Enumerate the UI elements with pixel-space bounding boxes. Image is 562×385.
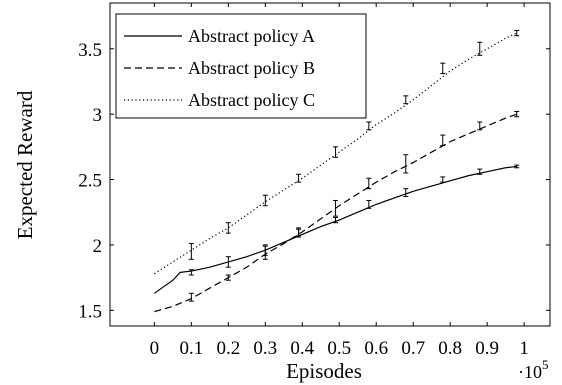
series-line-a <box>154 165 517 294</box>
error-bar-b <box>514 111 520 118</box>
x-tick-label: 0 <box>150 338 160 359</box>
x-tick-label: 0.8 <box>438 338 462 359</box>
error-bar-b <box>188 292 194 302</box>
y-tick-label: 1.5 <box>78 301 102 322</box>
error-bar-c <box>296 173 302 183</box>
error-bar-a <box>333 216 339 224</box>
error-bar-c <box>366 121 372 131</box>
error-bar-a <box>477 168 483 175</box>
series-layer <box>154 29 520 313</box>
error-bar-c <box>225 222 231 234</box>
legend-label-b: Abstract policy B <box>188 58 315 78</box>
error-bar-b <box>366 177 372 190</box>
error-bar-c <box>514 29 520 37</box>
error-bar-b <box>440 134 446 147</box>
x-axis-multiplier: ·105 <box>518 357 549 382</box>
legend: Abstract policy A Abstract policy B Abst… <box>115 13 367 119</box>
x-tick-label: 0.2 <box>216 338 240 359</box>
series-line-c <box>154 32 517 275</box>
error-bar-b <box>296 227 302 237</box>
error-bar-c <box>440 62 446 75</box>
series-line-b <box>154 113 517 313</box>
x-tick-label: 0.6 <box>364 338 388 359</box>
error-bar-a <box>225 256 231 268</box>
error-bar-b <box>477 121 483 131</box>
x-tick-label: 0.5 <box>327 338 351 359</box>
x-tick-label: 0.9 <box>475 338 499 359</box>
error-bar-c <box>188 243 194 260</box>
tick-layer: 0 0.1 0.2 0.3 0.4 0.5 0.6 0.7 0.8 0.9 1 1.5 2 2.5 3 3.5 <box>78 3 550 359</box>
x-tick-label: 0.1 <box>179 338 203 359</box>
y-tick-label: 3.5 <box>78 40 102 61</box>
error-bar-a <box>440 176 446 183</box>
legend-box <box>115 13 367 119</box>
error-bar-a <box>514 164 520 169</box>
x-axis-label: Episodes <box>286 359 362 383</box>
error-bar-b <box>262 245 268 260</box>
x-tick-label: 0.4 <box>290 338 314 359</box>
y-axis-label: Expected Reward <box>13 90 37 239</box>
x-tick-label: 0.7 <box>401 338 425 359</box>
legend-label-c: Abstract policy C <box>188 90 315 110</box>
x-tick-label: 0.3 <box>253 338 277 359</box>
y-tick-label: 3 <box>93 105 103 126</box>
error-bar-c <box>333 146 339 158</box>
y-tick-label: 2.5 <box>78 171 102 192</box>
x-tick-label: 1 <box>519 338 529 359</box>
plot-frame <box>109 2 551 327</box>
error-bar-b <box>403 154 409 174</box>
y-tick-label: 2 <box>93 236 103 257</box>
error-bar-b <box>225 274 231 281</box>
error-bar-b <box>333 199 339 217</box>
error-bar-c <box>403 95 409 105</box>
error-bar-c <box>477 41 483 56</box>
legend-label-a: Abstract policy A <box>188 26 315 46</box>
error-bar-a <box>188 269 194 276</box>
error-bar-c <box>262 194 268 207</box>
error-bar-a <box>366 199 372 209</box>
error-bar-a <box>403 188 409 198</box>
